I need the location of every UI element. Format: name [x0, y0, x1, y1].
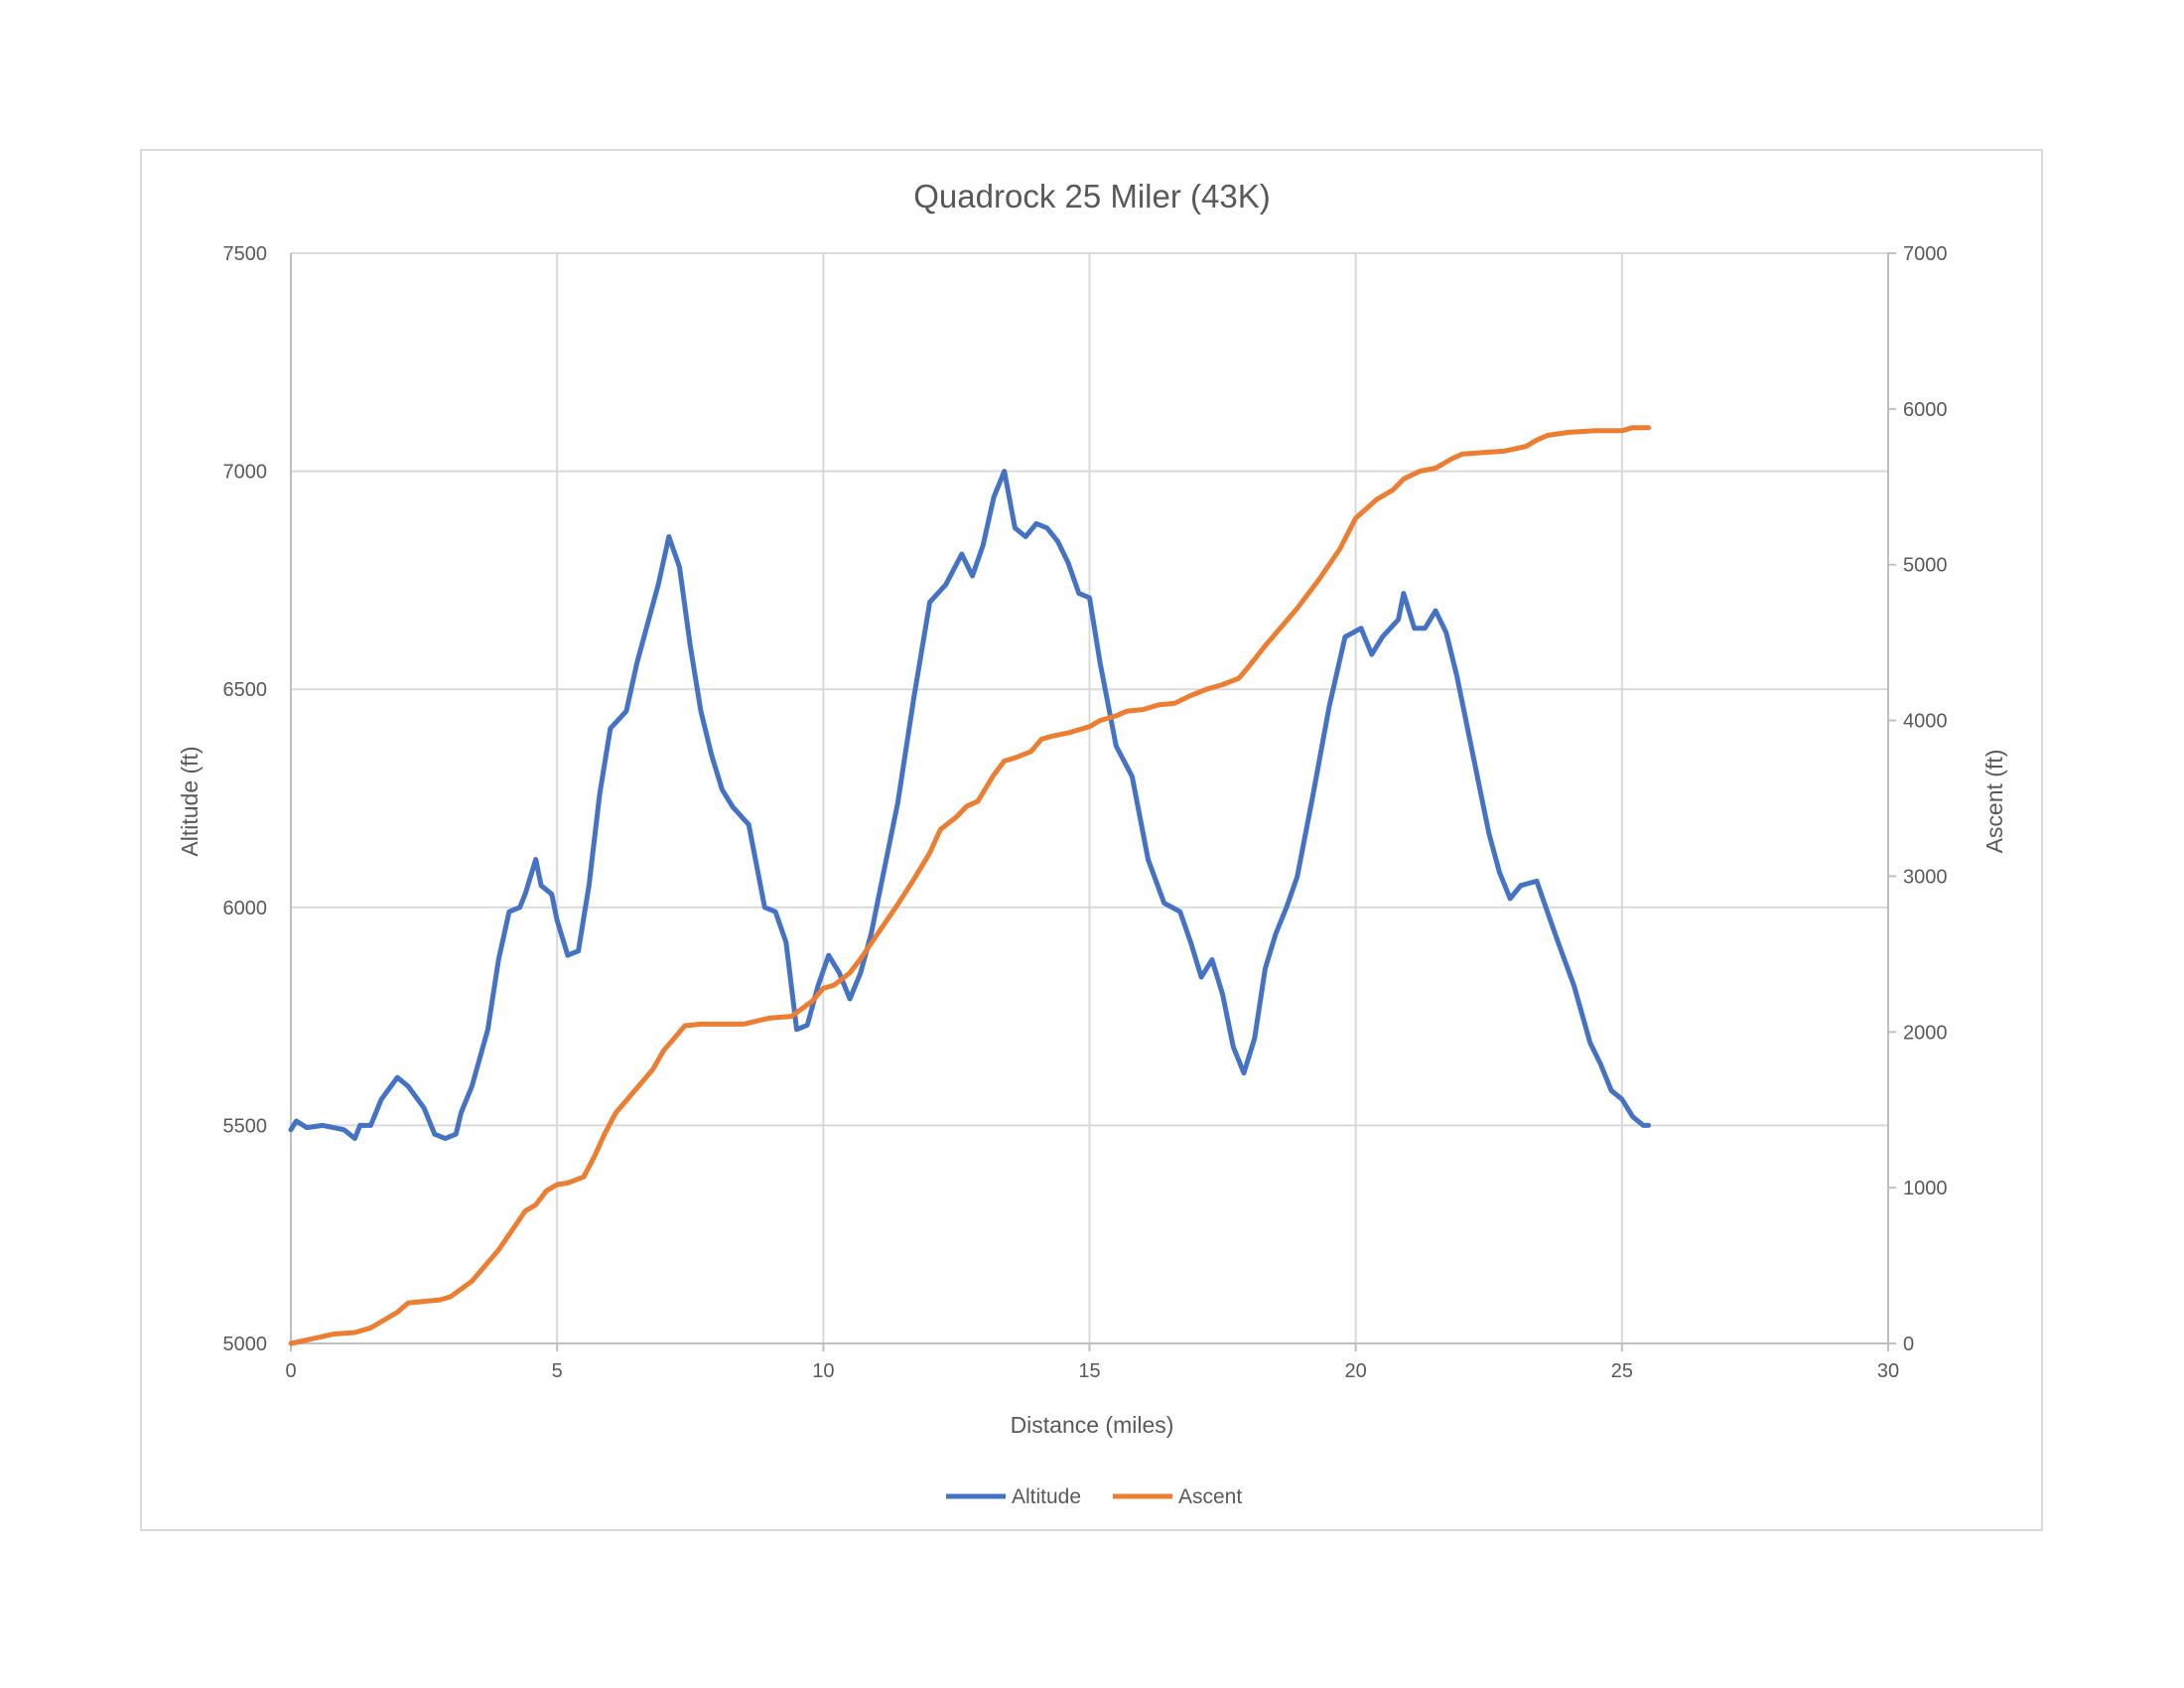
y2-tick-label: 0	[1903, 1334, 1914, 1355]
y-tick-label: 7000	[223, 462, 268, 484]
series-line-ascent	[288, 425, 1652, 1346]
y2-tick-label: 4000	[1903, 711, 1948, 733]
legend-altitude-label: Altitude	[1012, 1485, 1081, 1508]
x-tick-label: 15	[1078, 1360, 1100, 1382]
legend: Altitude Ascent	[946, 1485, 1242, 1508]
y-tick-label: 7500	[223, 243, 268, 265]
y-tick-label: 6000	[223, 898, 268, 919]
y2-tick-label: 5000	[1903, 555, 1948, 577]
grid-layer	[290, 252, 1889, 1344]
x-tick-label: 25	[1611, 1360, 1633, 1382]
y-tick-label: 5000	[223, 1334, 268, 1355]
y-tick-label: 6500	[223, 679, 268, 701]
series-layer	[288, 425, 1652, 1346]
y2-tick-label: 3000	[1903, 866, 1948, 888]
y2-tick-label: 2000	[1903, 1022, 1948, 1044]
y-axis-title: Altitude (ft)	[177, 746, 203, 856]
y2-axis-title: Ascent (ft)	[1981, 750, 2007, 854]
x-tick-label: 10	[812, 1360, 834, 1382]
x-tick-label: 20	[1345, 1360, 1367, 1382]
chart-title: Quadrock 25 Miler (43K)	[913, 178, 1270, 214]
chart-frame: 5000 5500 6000 6500 7000 7500 0 5 10 15 20 25 30 0 100…	[140, 149, 2043, 1531]
y2-tick-label: 6000	[1903, 399, 1948, 421]
x-tick-label: 5	[552, 1360, 563, 1382]
y2-tick-label: 1000	[1903, 1178, 1948, 1199]
x-tick-label: 30	[1877, 1360, 1899, 1382]
series-line-altitude	[288, 469, 1652, 1142]
x-tick-label: 0	[285, 1360, 296, 1382]
y2-tick-label: 7000	[1903, 243, 1948, 265]
x-axis-title: Distance (miles)	[1011, 1412, 1174, 1438]
legend-ascent-label: Ascent	[1178, 1485, 1242, 1508]
y-tick-label: 5500	[223, 1115, 268, 1137]
